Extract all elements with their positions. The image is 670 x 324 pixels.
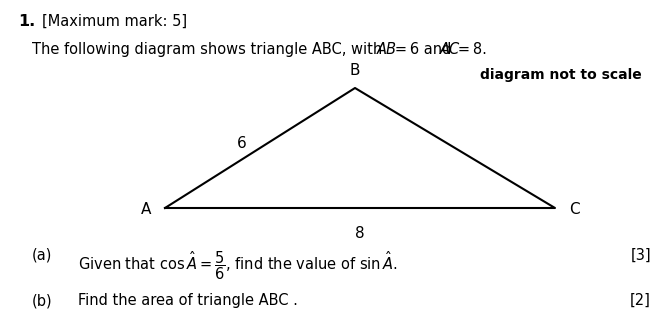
Text: Given that $\mathrm{cos}\,\hat{A} = \dfrac{5}{6}$, find the value of $\mathrm{si: Given that $\mathrm{cos}\,\hat{A} = \dfr… xyxy=(78,249,397,282)
Text: 6: 6 xyxy=(237,136,247,152)
Text: = 6 and: = 6 and xyxy=(392,42,456,57)
Text: [2]: [2] xyxy=(630,293,651,308)
Text: AC: AC xyxy=(440,42,460,57)
Text: diagram not to scale: diagram not to scale xyxy=(480,68,642,82)
Text: (a): (a) xyxy=(32,248,52,263)
Text: A: A xyxy=(141,202,151,217)
Text: 1.: 1. xyxy=(18,14,36,29)
Text: C: C xyxy=(569,202,580,217)
Text: [Maximum mark: 5]: [Maximum mark: 5] xyxy=(42,14,187,29)
Text: B: B xyxy=(350,63,360,78)
Text: AB: AB xyxy=(377,42,397,57)
Text: [3]: [3] xyxy=(630,248,651,263)
Text: (b): (b) xyxy=(32,293,53,308)
Text: = 8.: = 8. xyxy=(455,42,487,57)
Text: Find the area of triangle ABC .: Find the area of triangle ABC . xyxy=(78,293,298,308)
Text: 8: 8 xyxy=(355,226,364,241)
Text: The following diagram shows triangle ABC, with: The following diagram shows triangle ABC… xyxy=(32,42,387,57)
